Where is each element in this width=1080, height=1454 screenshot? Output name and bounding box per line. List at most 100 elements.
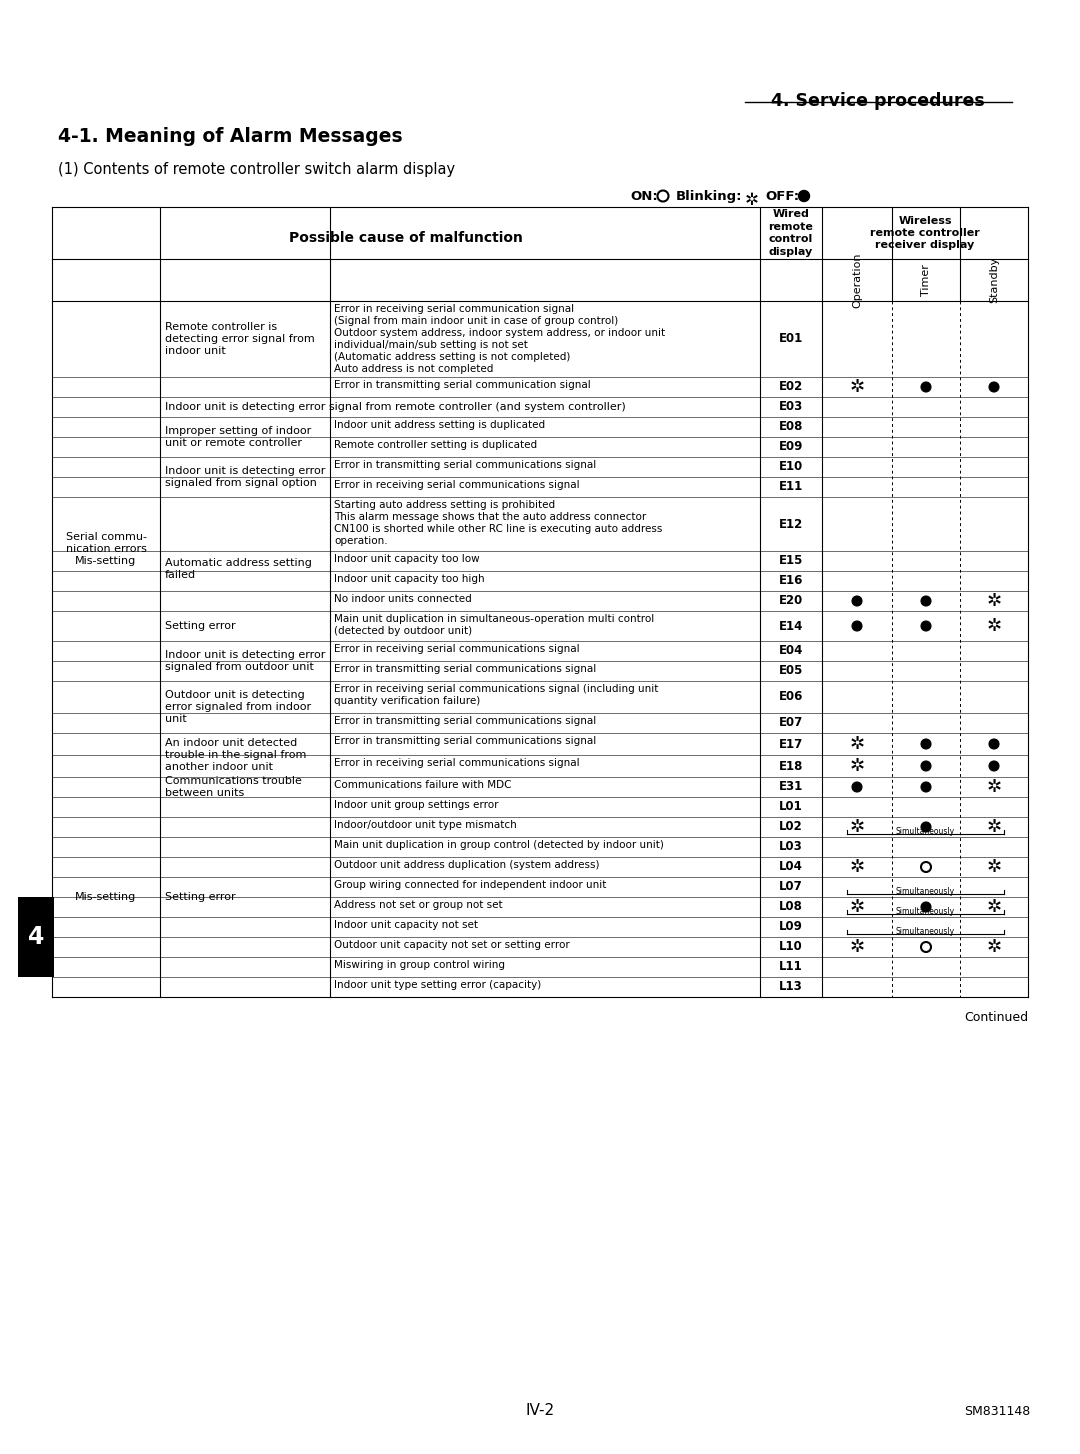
Text: An indoor unit detected
trouble in the signal from
another indoor unit: An indoor unit detected trouble in the s…	[165, 737, 307, 772]
Text: ✲: ✲	[986, 938, 1001, 955]
Text: E04: E04	[779, 644, 804, 657]
Circle shape	[921, 382, 931, 393]
Text: Continued: Continued	[963, 1011, 1028, 1024]
Text: Indoor unit type setting error (capacity): Indoor unit type setting error (capacity…	[334, 980, 541, 990]
Text: Indoor unit is detecting error
signaled from signal option: Indoor unit is detecting error signaled …	[165, 465, 325, 489]
Text: E15: E15	[779, 554, 804, 567]
Text: Remote controller is
detecting error signal from
indoor unit: Remote controller is detecting error sig…	[165, 321, 314, 356]
Text: Wired
remote
control
display: Wired remote control display	[769, 209, 813, 256]
Text: Mis-setting: Mis-setting	[76, 891, 137, 901]
Text: E17: E17	[779, 737, 804, 750]
Text: Simultaneously: Simultaneously	[896, 887, 955, 896]
Text: Standby: Standby	[989, 257, 999, 302]
Text: Possible cause of malfunction: Possible cause of malfunction	[289, 231, 523, 246]
Circle shape	[852, 782, 862, 792]
Text: E10: E10	[779, 461, 804, 474]
Text: ✲: ✲	[986, 616, 1001, 635]
Circle shape	[852, 621, 862, 631]
Text: E05: E05	[779, 664, 804, 678]
Text: Error in receiving serial communications signal (including unit
quantity verific: Error in receiving serial communications…	[334, 683, 659, 705]
Text: Simultaneously: Simultaneously	[896, 906, 955, 916]
Circle shape	[921, 901, 931, 912]
Text: ✲: ✲	[850, 938, 865, 955]
Text: Main unit duplication in group control (detected by indoor unit): Main unit duplication in group control (…	[334, 839, 664, 849]
Text: Operation: Operation	[852, 252, 862, 308]
Text: 4-1. Meaning of Alarm Messages: 4-1. Meaning of Alarm Messages	[58, 126, 403, 145]
Text: L13: L13	[779, 980, 802, 993]
Text: ✲: ✲	[986, 778, 1001, 795]
Text: Serial commu-
nication errors
Mis-setting: Serial commu- nication errors Mis-settin…	[66, 532, 147, 567]
Text: ✲: ✲	[850, 858, 865, 875]
Text: Indoor unit address setting is duplicated: Indoor unit address setting is duplicate…	[334, 420, 545, 429]
Text: SM831148: SM831148	[963, 1405, 1030, 1418]
Circle shape	[852, 596, 862, 606]
Text: Indoor/outdoor unit type mismatch: Indoor/outdoor unit type mismatch	[334, 820, 516, 829]
Text: L02: L02	[779, 820, 802, 833]
Text: Indoor unit capacity too high: Indoor unit capacity too high	[334, 573, 485, 583]
Text: Outdoor unit capacity not set or setting error: Outdoor unit capacity not set or setting…	[334, 939, 570, 949]
Circle shape	[989, 382, 999, 393]
Text: E16: E16	[779, 574, 804, 587]
Text: Indoor unit group settings error: Indoor unit group settings error	[334, 800, 499, 810]
Text: Simultaneously: Simultaneously	[896, 926, 955, 935]
Text: E06: E06	[779, 691, 804, 704]
Text: Error in receiving serial communications signal: Error in receiving serial communications…	[334, 758, 580, 768]
Text: Blinking:: Blinking:	[676, 190, 743, 204]
Text: Error in transmitting serial communications signal: Error in transmitting serial communicati…	[334, 736, 596, 746]
Circle shape	[921, 621, 931, 631]
Text: ON:: ON:	[630, 190, 658, 204]
Text: No indoor units connected: No indoor units connected	[334, 593, 472, 603]
Text: Starting auto address setting is prohibited
This alarm message shows that the au: Starting auto address setting is prohibi…	[334, 500, 662, 545]
Text: Error in transmitting serial communication signal: Error in transmitting serial communicati…	[334, 379, 591, 390]
Text: E12: E12	[779, 518, 804, 531]
Text: (1) Contents of remote controller switch alarm display: (1) Contents of remote controller switch…	[58, 161, 455, 177]
Text: Outdoor unit is detecting
error signaled from indoor
unit: Outdoor unit is detecting error signaled…	[165, 689, 311, 724]
Text: ✲: ✲	[986, 592, 1001, 611]
Text: Error in receiving serial communications signal: Error in receiving serial communications…	[334, 480, 580, 490]
Text: 4: 4	[28, 925, 44, 949]
Text: E11: E11	[779, 480, 804, 493]
Text: Error in transmitting serial communications signal: Error in transmitting serial communicati…	[334, 459, 596, 470]
Text: L08: L08	[779, 900, 802, 913]
Text: L09: L09	[779, 920, 802, 933]
Text: L11: L11	[779, 961, 802, 974]
Bar	[18, 897, 54, 977]
Text: E09: E09	[779, 441, 804, 454]
Circle shape	[921, 782, 931, 792]
Circle shape	[989, 739, 999, 749]
Text: E03: E03	[779, 400, 804, 413]
Text: E14: E14	[779, 619, 804, 632]
Text: E01: E01	[779, 333, 804, 346]
Text: Simultaneously: Simultaneously	[896, 826, 955, 836]
Text: Setting error: Setting error	[165, 621, 235, 631]
Text: L07: L07	[779, 881, 802, 894]
Circle shape	[921, 760, 931, 771]
Text: Remote controller setting is duplicated: Remote controller setting is duplicated	[334, 439, 537, 449]
Text: L01: L01	[779, 801, 802, 813]
Text: Communications failure with MDC: Communications failure with MDC	[334, 779, 512, 790]
Text: Error in receiving serial communication signal
(Signal from main indoor unit in : Error in receiving serial communication …	[334, 304, 665, 374]
Circle shape	[921, 822, 931, 832]
Text: Communications trouble
between units: Communications trouble between units	[165, 776, 302, 798]
Text: ✲: ✲	[986, 819, 1001, 836]
Text: E18: E18	[779, 759, 804, 772]
Text: Timer: Timer	[921, 265, 931, 297]
Text: Wireless
remote controller
receiver display: Wireless remote controller receiver disp…	[870, 215, 980, 250]
Text: Address not set or group not set: Address not set or group not set	[334, 900, 502, 910]
Text: Indoor unit capacity not set: Indoor unit capacity not set	[334, 919, 478, 929]
Text: Indoor unit is detecting error
signaled from outdoor unit: Indoor unit is detecting error signaled …	[165, 650, 325, 672]
Text: Automatic address setting
failed: Automatic address setting failed	[165, 558, 312, 580]
Text: ✲: ✲	[850, 378, 865, 395]
Text: ✲: ✲	[850, 899, 865, 916]
Text: E20: E20	[779, 595, 804, 608]
Text: ✲: ✲	[850, 819, 865, 836]
Text: E08: E08	[779, 420, 804, 433]
Text: Miswiring in group control wiring: Miswiring in group control wiring	[334, 960, 505, 970]
Text: 4. Service procedures: 4. Service procedures	[771, 92, 985, 111]
Circle shape	[989, 760, 999, 771]
Text: ✲: ✲	[850, 758, 865, 775]
Text: E02: E02	[779, 381, 804, 394]
Text: IV-2: IV-2	[526, 1403, 554, 1418]
Text: Main unit duplication in simultaneous-operation multi control
(detected by outdo: Main unit duplication in simultaneous-op…	[334, 614, 654, 635]
Circle shape	[798, 190, 810, 202]
